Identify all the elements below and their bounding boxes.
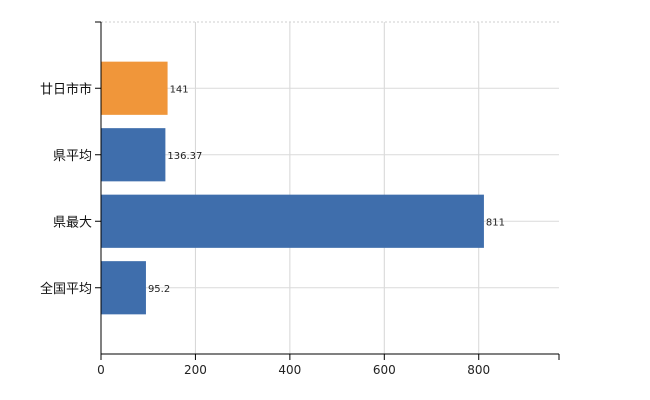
axes: [95, 21, 560, 360]
gridlines: [101, 21, 559, 354]
x-tick-label: 200: [184, 363, 207, 377]
bar: [101, 261, 146, 315]
bar: [101, 61, 168, 115]
y-tick-label: 全国平均: [40, 281, 92, 297]
y-tick-label: 廿日市市: [40, 81, 92, 97]
bars: [101, 61, 484, 315]
data-label: 811: [486, 217, 505, 228]
data-label: 136.37: [167, 151, 202, 162]
y-tick-label: 県平均: [53, 149, 92, 164]
x-tick-label: 0: [97, 363, 105, 377]
data-label: 95.2: [148, 284, 170, 295]
bar: [101, 128, 166, 182]
x-tick-label: 600: [373, 363, 396, 377]
data-label: 141: [170, 84, 189, 95]
bar: [101, 194, 484, 248]
x-tick-label: 800: [467, 363, 490, 377]
x-tick-label: 400: [278, 363, 301, 377]
y-tick-label: 県最大: [53, 215, 92, 230]
